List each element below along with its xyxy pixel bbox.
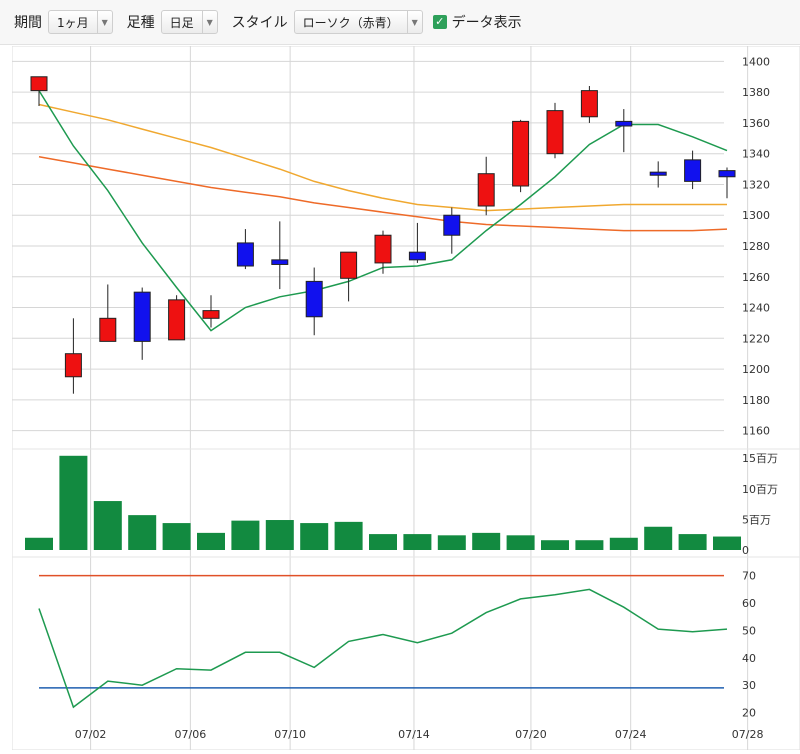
volume-bar (197, 532, 225, 550)
toolbar: 期間 1ヶ月 ▼ 足種 日足 ▼ スタイル ローソク（赤青） ▼ ✓ データ表示 (0, 0, 800, 45)
x-tick-label: 07/24 (615, 728, 647, 741)
price-tick-label: 1400 (742, 55, 770, 68)
candle-body (340, 251, 358, 279)
volume-tick-label: 15百万 (742, 452, 778, 465)
volume-bar (300, 523, 329, 550)
moving-average-long-line (38, 156, 728, 232)
style-dropdown[interactable]: ローソク（赤青） ▼ (293, 10, 423, 34)
volume-bar (162, 523, 191, 550)
period-label: 期間 (14, 15, 42, 31)
show-data-checkbox[interactable]: ✓ データ表示 (432, 12, 522, 32)
volume-bar (713, 536, 741, 550)
interval-dropdown[interactable]: 日足 ▼ (160, 10, 218, 34)
candle-body (615, 120, 633, 127)
checkmark-icon: ✓ (432, 15, 447, 29)
price-tick-label: 1220 (742, 332, 770, 345)
style-label: スタイル (231, 15, 288, 31)
x-tick-label: 07/02 (75, 728, 107, 741)
show-data-label: データ表示 (451, 15, 522, 31)
candle-body (580, 90, 598, 118)
volume-bar (93, 501, 122, 550)
candle-body (546, 110, 564, 155)
volume-bar (128, 515, 157, 550)
volume-bar (644, 526, 673, 550)
volume-bar (25, 537, 53, 550)
candle-body (374, 234, 392, 264)
indicator-tick-label: 70 (742, 570, 756, 583)
candle-body (649, 171, 667, 176)
candle-body (443, 214, 461, 236)
indicator-tick-label: 50 (742, 624, 756, 637)
grid-lines (12, 46, 800, 750)
candle-body (718, 170, 736, 178)
volume-bar (506, 535, 535, 550)
volume-bar (472, 532, 501, 550)
indicator-tick-label: 30 (742, 679, 756, 692)
x-tick-label: 07/28 (732, 728, 764, 741)
x-tick-label: 07/06 (175, 728, 207, 741)
price-tick-label: 1280 (742, 240, 770, 253)
volume-bar (403, 534, 432, 550)
price-tick-label: 1180 (742, 394, 770, 407)
volume-tick-label: 0 (742, 544, 749, 557)
volume-bar (369, 534, 397, 550)
candle-body (271, 259, 289, 265)
volume-tick-label: 10百万 (742, 483, 778, 496)
price-tick-label: 1260 (742, 271, 770, 284)
stock-chart-svg: 1160 1180 1200 1220 1240 1260 1280 1300 1320 1340… (11, 45, 800, 751)
volume-bar (541, 540, 569, 550)
candle-body (168, 299, 186, 341)
price-tick-label: 1380 (742, 86, 770, 99)
interval-label: 足種 (126, 15, 155, 31)
candle-body (236, 242, 254, 267)
period-value: 1ヶ月 (57, 15, 89, 30)
chevron-down-icon: ▼ (406, 11, 422, 33)
volume-bar (265, 520, 294, 550)
price-panel: 1160 1180 1200 1220 1240 1260 1280 1300 1320 1340… (30, 55, 770, 438)
style-value: ローソク（赤青） (302, 15, 399, 30)
period-dropdown[interactable]: 1ヶ月 ▼ (48, 10, 113, 34)
indicator-line (38, 588, 728, 709)
candle-body (30, 76, 48, 92)
volume-bar (231, 520, 260, 550)
price-tick-label: 1240 (742, 302, 770, 315)
indicator-panel: 20 30 40 50 60 70 (38, 570, 756, 720)
volume-bar (678, 534, 707, 550)
x-tick-label: 07/14 (398, 728, 430, 741)
indicator-tick-label: 20 (742, 707, 756, 720)
volume-tick-label: 5百万 (742, 513, 771, 526)
chart-area: 1160 1180 1200 1220 1240 1260 1280 1300 1320 1340… (11, 45, 800, 751)
price-tick-label: 1300 (742, 209, 770, 222)
volume-bar (609, 537, 638, 550)
volume-bar (334, 521, 363, 550)
chevron-down-icon: ▼ (201, 11, 217, 33)
candle-body (99, 317, 117, 342)
price-tick-label: 1200 (742, 363, 770, 376)
volume-bar (575, 540, 604, 550)
chevron-down-icon: ▼ (96, 11, 112, 33)
price-tick-label: 1320 (742, 178, 770, 191)
candle-body (477, 173, 495, 207)
candle-body (408, 251, 426, 261)
x-tick-label: 07/20 (515, 728, 547, 741)
x-axis: 07/02 07/06 07/10 07/14 07/20 07/24 07/28 (75, 728, 764, 741)
volume-bar (437, 535, 466, 550)
price-tick-label: 1160 (742, 425, 770, 438)
price-tick-label: 1360 (742, 117, 770, 130)
interval-value: 日足 (169, 15, 194, 30)
candle-body (305, 280, 323, 318)
volume-bar (59, 455, 88, 550)
candle-body (512, 120, 530, 187)
volume-panel: 0 5百万 10百万 15百万 (25, 452, 778, 557)
chart-border (11, 45, 800, 751)
moving-average-mid-line (38, 103, 727, 212)
indicator-tick-label: 60 (742, 597, 756, 610)
candle-body (133, 291, 151, 342)
x-tick-label: 07/10 (274, 728, 306, 741)
candle-body (64, 353, 82, 378)
candle-body (202, 310, 220, 319)
price-tick-label: 1340 (742, 148, 770, 161)
candle-body (684, 159, 702, 182)
indicator-tick-label: 40 (742, 652, 756, 665)
